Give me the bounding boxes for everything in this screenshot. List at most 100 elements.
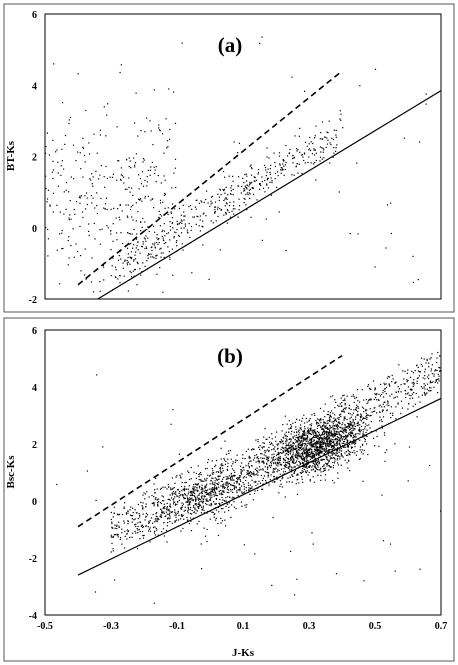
panel-b-point [320,479,322,481]
panel-b-point [272,516,274,519]
panel-b-point [268,465,271,467]
panel-b-point [304,437,306,439]
panel-b-point [112,535,114,538]
panel-b-point [433,386,435,388]
panel-a-point [120,167,122,169]
panel-b-point [289,461,291,463]
panel-b-point [156,488,158,490]
panel-a-point [214,201,217,203]
panel-a-point [51,171,53,173]
panel-a-point [292,154,294,157]
panel-b-point [340,430,342,432]
panel-a-point [251,181,253,183]
panel-b-point [320,467,322,469]
panel-b-point [353,441,355,443]
panel-b-point [187,512,189,514]
panel-b-point [323,410,325,412]
panel-b-point [242,457,244,459]
panel-b-point [330,432,332,434]
panel-b-point [189,501,191,503]
panel-a-point [89,178,91,180]
panel-a-point [238,185,240,187]
panel-b-point [117,534,119,536]
panel-b-point [291,445,293,447]
panel-b-point [361,444,364,446]
panel-b-point [419,371,421,373]
panel-b-point [205,485,207,487]
panel-b-point [294,448,297,450]
panel-a-point [233,201,235,203]
panel-a-point [75,159,77,162]
panel-a-point [153,166,155,168]
panel-a-point [94,238,96,240]
panel-b-point [254,490,256,492]
panel-a-point [134,268,136,271]
panel-b-point [338,405,340,407]
panel-b-point [337,477,339,479]
panel-a-point [160,256,162,258]
panel-b-point [262,469,264,471]
panel-b-point [299,472,301,474]
panel-b-point [303,430,305,432]
panel-a-point [158,242,160,244]
panel-b-point [175,493,177,495]
panel-b-point [195,497,197,499]
panel-a-point [151,161,153,163]
panel-a-point [234,208,236,210]
panel-b-point [160,514,162,516]
panel-a-point [90,281,93,283]
panel-a-point [148,230,150,233]
panel-b-point [333,427,335,429]
panel-b-point [279,473,281,475]
panel-a-point [164,235,166,237]
panel-b-point [295,451,298,453]
panel-b-point [340,415,342,418]
panel-b-point [359,431,361,433]
panel-b-point [439,355,441,357]
panel-b-point [204,468,207,470]
panel-a-point [169,229,172,231]
panel-a-point [83,154,86,156]
panel-a-point [136,233,138,235]
panel-a-point [119,71,121,74]
panel-b-point [348,453,350,455]
panel-b-xtick-label: 0.5 [369,621,382,632]
panel-b-point [298,449,300,451]
panel-b-point [316,437,319,440]
panel-b-point [385,386,388,389]
panel-b-point [268,459,270,461]
panel-a-point [100,197,102,200]
panel-b-xtick-label: 0.7 [435,621,448,632]
panel-b-point [191,497,193,499]
panel-b-point [336,459,338,461]
panel-a-point [120,178,122,180]
panel-b-point [350,446,352,448]
panel-a-point [162,229,164,231]
panel-b-point [165,515,167,517]
panel-a-point [99,281,101,283]
panel-b-point [317,450,319,452]
panel-b-point [315,419,317,422]
panel-b-point [184,485,186,488]
panel-a-point [134,162,137,164]
panel-b-point [235,480,237,483]
panel-b-point [305,466,307,468]
panel-b-point [113,512,116,514]
panel-b-point [310,456,312,458]
panel-b-point [209,483,211,485]
panel-b-point [196,484,198,486]
panel-a-point [173,172,175,174]
panel-a-point [266,171,268,173]
panel-b-point [220,489,222,491]
panel-a-point [175,241,177,243]
panel-b-point [263,463,265,465]
panel-b-point [201,492,203,495]
panel-b-point [333,482,335,484]
panel-b-point [259,448,261,451]
panel-a-point [105,197,108,199]
panel-b-point [330,466,332,468]
panel-a-point [224,176,226,178]
panel-a-point [231,185,233,187]
panel-b-point [312,444,314,446]
